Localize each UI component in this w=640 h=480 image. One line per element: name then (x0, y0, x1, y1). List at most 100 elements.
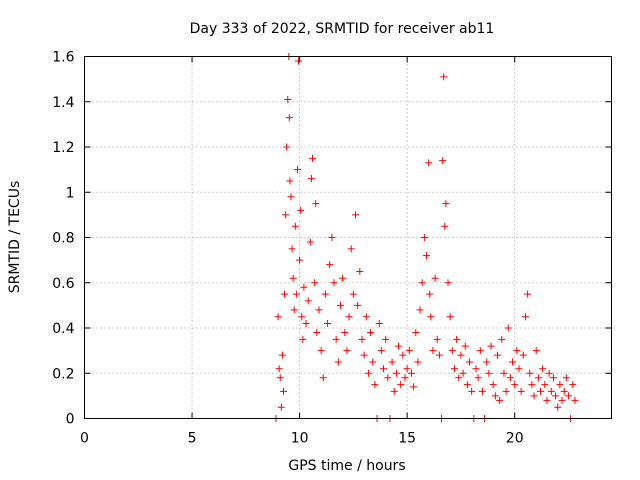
data-point (279, 387, 287, 395)
data-point (395, 342, 403, 350)
data-point (343, 347, 351, 355)
data-points (272, 53, 579, 422)
data-point (444, 279, 452, 287)
data-point (330, 279, 338, 287)
data-point (298, 313, 306, 321)
data-point (292, 290, 300, 298)
data-point (450, 365, 458, 373)
data-point (352, 211, 360, 219)
data-point (524, 290, 532, 298)
x-tick-label: 0 (80, 431, 89, 447)
data-point (405, 347, 413, 355)
data-point (489, 381, 497, 389)
data-point (453, 335, 461, 343)
data-point (324, 319, 332, 327)
data-point (547, 387, 555, 395)
y-tick-label: 0.2 (52, 366, 74, 382)
chart-title: Day 333 of 2022, SRMTID for receiver ab1… (190, 21, 495, 37)
data-point (356, 267, 364, 275)
data-point (569, 381, 577, 389)
plot-frame (84, 56, 612, 419)
data-point (461, 342, 469, 350)
data-point (511, 381, 519, 389)
data-point (487, 342, 495, 350)
data-point (496, 396, 504, 404)
data-point (311, 279, 319, 287)
y-axis-label: SRMTID / TECUs (7, 181, 23, 294)
data-point (493, 351, 501, 359)
y-tick-label: 0.6 (52, 276, 74, 292)
data-point (433, 335, 441, 343)
data-point (515, 365, 523, 373)
data-point (278, 351, 286, 359)
data-point (367, 329, 375, 337)
data-point (283, 143, 291, 151)
data-point (317, 347, 325, 355)
data-point (466, 358, 474, 366)
y-tick-label: 0.4 (52, 321, 74, 337)
data-point (300, 283, 308, 291)
data-point (371, 381, 379, 389)
data-point (558, 396, 566, 404)
data-point (399, 351, 407, 359)
y-tick-label: 1 (66, 185, 75, 201)
data-point (485, 369, 493, 377)
grid (84, 56, 612, 419)
data-point (392, 369, 400, 377)
data-point (412, 329, 420, 337)
data-point (537, 387, 545, 395)
data-point (328, 234, 336, 241)
data-point (397, 381, 405, 389)
data-point (377, 347, 385, 355)
y-tick-label: 1.6 (52, 50, 74, 66)
data-point (534, 374, 542, 382)
y-tick-label: 1.2 (52, 140, 74, 156)
data-point (388, 358, 396, 366)
data-point (313, 329, 321, 337)
x-tick-label: 5 (188, 431, 197, 447)
x-tick-label: 10 (291, 431, 309, 447)
data-point (296, 256, 304, 264)
data-point (362, 313, 370, 321)
data-point (407, 369, 415, 377)
data-point (339, 274, 347, 282)
data-point (289, 274, 297, 282)
data-point (306, 238, 314, 246)
data-point (307, 175, 315, 183)
data-point (429, 347, 437, 355)
data-point (414, 358, 422, 366)
data-point (439, 157, 447, 165)
data-point (358, 335, 366, 343)
data-point (304, 297, 312, 305)
data-point (290, 306, 298, 314)
data-point (483, 358, 491, 366)
data-point (440, 73, 448, 81)
data-point (541, 381, 549, 389)
x-axis-label: GPS time / hours (288, 458, 405, 474)
data-point (384, 374, 392, 382)
data-point (476, 347, 484, 355)
data-point (500, 369, 508, 377)
data-point (288, 245, 296, 253)
data-point (425, 159, 433, 167)
x-tick-label: 20 (506, 431, 524, 447)
data-point (498, 335, 506, 343)
data-point (552, 392, 560, 400)
x-tick-label: 15 (398, 431, 416, 447)
data-point (549, 374, 557, 382)
data-point (345, 313, 353, 321)
data-point (502, 387, 510, 395)
data-point (276, 374, 284, 382)
data-point (521, 313, 529, 321)
data-point (302, 319, 310, 327)
data-point (539, 365, 547, 373)
data-point (321, 290, 329, 298)
data-point (390, 387, 398, 395)
data-point (281, 290, 289, 298)
data-point (382, 335, 390, 343)
data-point (332, 335, 340, 343)
data-point (504, 324, 512, 332)
data-point (277, 403, 285, 411)
